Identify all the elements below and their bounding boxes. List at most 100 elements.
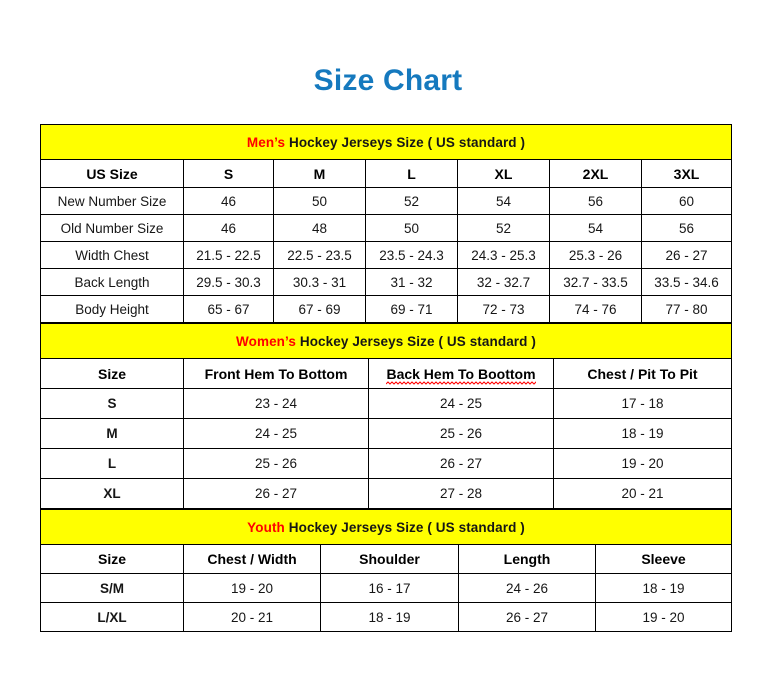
womens-col-header-2: Back Hem To Boottom	[368, 358, 554, 389]
mens-cell-2-2: 23.5 - 24.3	[365, 241, 458, 269]
womens-cell-0-0: 23 - 24	[183, 388, 369, 419]
mens-col-header-5: 2XL	[549, 159, 642, 188]
mens-row-label-1: Old Number Size	[40, 214, 184, 242]
mens-banner-rest: Hockey Jerseys Size ( US standard )	[285, 134, 526, 150]
mens-cell-4-0: 65 - 67	[183, 295, 274, 323]
mens-cell-1-1: 48	[273, 214, 366, 242]
womens-cell-1-2: 18 - 19	[553, 418, 732, 449]
mens-cell-1-2: 50	[365, 214, 458, 242]
misspelled-word-wrapper: Back Hem To Boottom	[386, 366, 536, 385]
mens-cell-0-3: 54	[457, 187, 550, 215]
table-row: XL 26 - 27 27 - 28 20 - 21	[40, 478, 732, 509]
page-title: Size Chart	[313, 64, 463, 97]
mens-col-header-4: XL	[457, 159, 550, 188]
mens-cell-3-0: 29.5 - 30.3	[183, 268, 274, 296]
table-row: M 24 - 25 25 - 26 18 - 19	[40, 418, 732, 449]
table-row: Back Length 29.5 - 30.3 30.3 - 31 31 - 3…	[40, 268, 732, 296]
youth-banner-accent: Youth	[247, 519, 285, 535]
youth-banner-rest: Hockey Jerseys Size ( US standard )	[284, 519, 525, 535]
mens-cell-4-4: 74 - 76	[549, 295, 642, 323]
mens-cell-3-4: 32.7 - 33.5	[549, 268, 642, 296]
womens-row-label-0: S	[40, 388, 184, 419]
mens-cell-2-3: 24.3 - 25.3	[457, 241, 550, 269]
womens-banner-accent: Women’s	[236, 333, 296, 349]
youth-row-label-0: S/M	[40, 573, 184, 603]
womens-cell-2-2: 19 - 20	[553, 448, 732, 479]
womens-row-label-3: XL	[40, 478, 184, 509]
mens-row-label-2: Width Chest	[40, 241, 184, 269]
mens-cell-4-5: 77 - 80	[641, 295, 732, 323]
womens-header-row: Size Front Hem To Bottom Back Hem To Boo…	[40, 358, 732, 389]
youth-cell-1-3: 19 - 20	[594, 602, 733, 632]
womens-banner-row: Women’s Hockey Jerseys Size ( US standar…	[40, 323, 732, 359]
mens-cell-4-1: 67 - 69	[273, 295, 366, 323]
mens-col-header-1: S	[183, 159, 274, 188]
youth-col-header-4: Sleeve	[594, 544, 733, 574]
mens-cell-0-0: 46	[183, 187, 274, 215]
youth-col-header-3: Length	[458, 544, 596, 574]
youth-row-label-1: L/XL	[40, 602, 184, 632]
womens-row-label-1: M	[40, 418, 184, 449]
womens-col-header-1: Front Hem To Bottom	[183, 358, 369, 389]
youth-cell-0-1: 16 - 17	[320, 573, 459, 603]
size-tables-container: Men’s Hockey Jerseys Size ( US standard …	[39, 124, 733, 632]
mens-section-banner: Men’s Hockey Jerseys Size ( US standard …	[40, 124, 732, 160]
table-row: New Number Size 46 50 52 54 56 60	[40, 187, 732, 215]
table-row: S 23 - 24 24 - 25 17 - 18	[40, 388, 732, 419]
mens-cell-1-4: 54	[549, 214, 642, 242]
mens-cell-1-5: 56	[641, 214, 732, 242]
table-row: L 25 - 26 26 - 27 19 - 20	[40, 448, 732, 479]
mens-header-row: US Size S M L XL 2XL 3XL	[40, 159, 732, 188]
womens-col-header-3: Chest / Pit To Pit	[553, 358, 732, 389]
mens-col-header-0: US Size	[40, 159, 184, 188]
table-row: Body Height 65 - 67 67 - 69 69 - 71 72 -…	[40, 295, 732, 323]
youth-col-header-0: Size	[40, 544, 184, 574]
table-row: Old Number Size 46 48 50 52 54 56	[40, 214, 732, 242]
mens-cell-3-1: 30.3 - 31	[273, 268, 366, 296]
womens-col-header-0: Size	[40, 358, 184, 389]
mens-cell-1-3: 52	[457, 214, 550, 242]
womens-cell-1-0: 24 - 25	[183, 418, 369, 449]
womens-row-label-2: L	[40, 448, 184, 479]
youth-cell-0-3: 18 - 19	[594, 573, 733, 603]
mens-col-header-3: L	[365, 159, 458, 188]
youth-banner-row: Youth Hockey Jerseys Size ( US standard …	[39, 509, 733, 545]
mens-cell-4-2: 69 - 71	[365, 295, 458, 323]
table-row: S/M 19 - 20 16 - 17 24 - 26 18 - 19	[40, 573, 733, 603]
womens-cell-3-2: 20 - 21	[553, 478, 732, 509]
mens-cell-2-1: 22.5 - 23.5	[273, 241, 366, 269]
mens-cell-0-2: 52	[365, 187, 458, 215]
mens-row-label-4: Body Height	[40, 295, 184, 323]
mens-row-label-3: Back Length	[40, 268, 184, 296]
youth-cell-1-1: 18 - 19	[320, 602, 459, 632]
table-row: L/XL 20 - 21 18 - 19 26 - 27 19 - 20	[40, 602, 733, 632]
youth-col-header-2: Shoulder	[320, 544, 459, 574]
mens-col-header-2: M	[273, 159, 366, 188]
womens-section-banner: Women’s Hockey Jerseys Size ( US standar…	[40, 323, 732, 359]
womens-size-table: Women’s Hockey Jerseys Size ( US standar…	[40, 323, 732, 509]
womens-cell-0-2: 17 - 18	[553, 388, 732, 419]
table-row: Width Chest 21.5 - 22.5 22.5 - 23.5 23.5…	[40, 241, 732, 269]
youth-col-header-1: Chest / Width	[183, 544, 321, 574]
womens-cell-2-0: 25 - 26	[183, 448, 369, 479]
youth-cell-1-0: 20 - 21	[183, 602, 321, 632]
womens-banner-rest: Hockey Jerseys Size ( US standard )	[296, 333, 536, 349]
mens-cell-0-1: 50	[273, 187, 366, 215]
mens-cell-1-0: 46	[183, 214, 274, 242]
mens-cell-2-0: 21.5 - 22.5	[183, 241, 274, 269]
mens-cell-4-3: 72 - 73	[457, 295, 550, 323]
mens-col-header-6: 3XL	[641, 159, 732, 188]
mens-cell-0-5: 60	[641, 187, 732, 215]
mens-cell-2-5: 26 - 27	[641, 241, 732, 269]
mens-cell-3-2: 31 - 32	[365, 268, 458, 296]
spellcheck-squiggle-icon	[386, 380, 536, 385]
womens-cell-0-1: 24 - 25	[368, 388, 554, 419]
youth-section-banner: Youth Hockey Jerseys Size ( US standard …	[39, 509, 733, 545]
youth-header-row: Size Chest / Width Shoulder Length Sleev…	[40, 544, 733, 574]
youth-size-table: Youth Hockey Jerseys Size ( US standard …	[39, 509, 733, 632]
mens-cell-3-3: 32 - 32.7	[457, 268, 550, 296]
mens-size-table: Men’s Hockey Jerseys Size ( US standard …	[40, 124, 732, 323]
womens-cell-3-0: 26 - 27	[183, 478, 369, 509]
youth-cell-1-2: 26 - 27	[458, 602, 596, 632]
